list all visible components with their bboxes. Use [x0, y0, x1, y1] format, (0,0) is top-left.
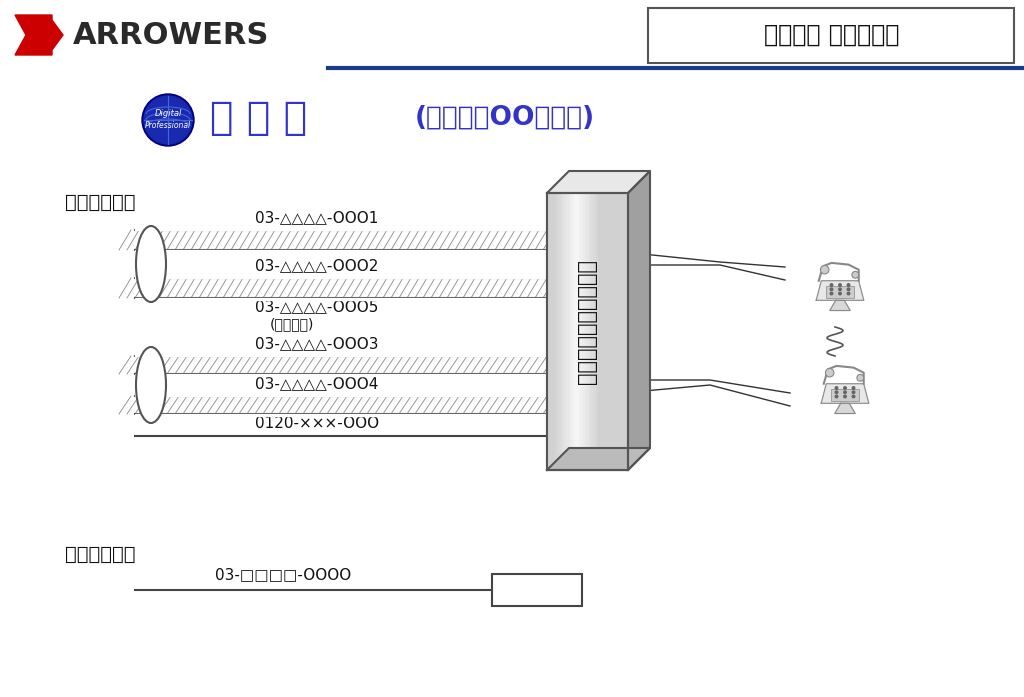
Bar: [590, 193, 594, 470]
Text: アナログ回線: アナログ回線: [65, 544, 135, 563]
Ellipse shape: [136, 226, 166, 302]
Circle shape: [820, 266, 829, 274]
Circle shape: [142, 94, 194, 146]
Polygon shape: [547, 171, 650, 193]
Text: 0120-×××-OOO: 0120-×××-OOO: [255, 416, 379, 431]
Circle shape: [830, 292, 833, 295]
Bar: [585, 193, 589, 470]
Bar: [555, 193, 559, 470]
Circle shape: [852, 271, 859, 278]
Circle shape: [830, 284, 833, 286]
Ellipse shape: [136, 347, 166, 423]
Text: (追加番号): (追加番号): [270, 317, 314, 331]
Bar: [558, 193, 561, 470]
Circle shape: [852, 387, 855, 390]
Bar: [574, 193, 578, 470]
Bar: [601, 193, 605, 470]
Bar: [552, 193, 556, 470]
Text: ビジネスフォン主装置: ビジネスフォン主装置: [578, 259, 597, 384]
Bar: [620, 193, 624, 470]
Text: Professional: Professional: [145, 121, 191, 130]
Text: FAX: FAX: [519, 581, 555, 599]
Bar: [598, 193, 602, 470]
Bar: [596, 193, 599, 470]
Circle shape: [836, 395, 838, 398]
Bar: [547, 193, 551, 470]
Polygon shape: [628, 171, 650, 470]
Circle shape: [847, 284, 850, 286]
Bar: [563, 193, 567, 470]
Circle shape: [825, 369, 834, 377]
Bar: [571, 193, 575, 470]
Text: 03-△△△△-OOO2: 03-△△△△-OOO2: [255, 258, 379, 273]
Text: ARROWERS: ARROWERS: [73, 20, 269, 49]
Bar: [492, 574, 582, 606]
Bar: [648, 8, 1014, 63]
Circle shape: [144, 96, 193, 144]
Polygon shape: [816, 281, 864, 300]
Circle shape: [844, 391, 846, 394]
Polygon shape: [547, 448, 650, 470]
Text: (株式会社OO商事様): (株式会社OO商事様): [415, 105, 595, 131]
Circle shape: [836, 391, 838, 394]
Bar: [626, 193, 629, 470]
Bar: [550, 193, 553, 470]
Text: 回 線 図: 回 線 図: [210, 99, 307, 137]
Text: 03-△△△△-OOO5: 03-△△△△-OOO5: [255, 299, 379, 314]
Bar: [604, 193, 607, 470]
Circle shape: [847, 288, 850, 291]
Bar: [547, 193, 628, 470]
Bar: [580, 193, 583, 470]
Circle shape: [844, 395, 846, 398]
Bar: [588, 193, 591, 470]
Bar: [617, 193, 621, 470]
Text: 03-△△△△-OOO4: 03-△△△△-OOO4: [255, 376, 379, 391]
Bar: [614, 193, 618, 470]
Bar: [609, 193, 612, 470]
Bar: [826, 286, 854, 298]
Bar: [568, 193, 572, 470]
Circle shape: [836, 387, 838, 390]
Text: 株式会社 アロワーズ: 株式会社 アロワーズ: [764, 23, 900, 47]
Polygon shape: [835, 404, 855, 413]
Text: ＩＳＤＮ回線: ＩＳＤＮ回線: [65, 192, 135, 211]
Text: 03-△△△△-OOO1: 03-△△△△-OOO1: [255, 210, 379, 225]
Polygon shape: [15, 15, 63, 55]
Circle shape: [830, 288, 833, 291]
Circle shape: [852, 391, 855, 394]
Circle shape: [839, 284, 842, 286]
Bar: [560, 193, 564, 470]
Text: 03-□□□□-OOOO: 03-□□□□-OOOO: [215, 567, 351, 582]
Polygon shape: [821, 384, 868, 404]
Circle shape: [839, 292, 842, 295]
Text: Digital: Digital: [155, 109, 181, 118]
Circle shape: [844, 387, 846, 390]
Circle shape: [847, 292, 850, 295]
Circle shape: [839, 288, 842, 291]
Bar: [611, 193, 615, 470]
Bar: [582, 193, 586, 470]
Bar: [831, 389, 858, 401]
Bar: [577, 193, 581, 470]
Polygon shape: [829, 300, 850, 310]
Text: 03-△△△△-OOO3: 03-△△△△-OOO3: [255, 336, 379, 351]
Bar: [593, 193, 597, 470]
Bar: [566, 193, 569, 470]
Bar: [606, 193, 610, 470]
Circle shape: [852, 395, 855, 398]
Bar: [623, 193, 627, 470]
Circle shape: [857, 374, 863, 381]
